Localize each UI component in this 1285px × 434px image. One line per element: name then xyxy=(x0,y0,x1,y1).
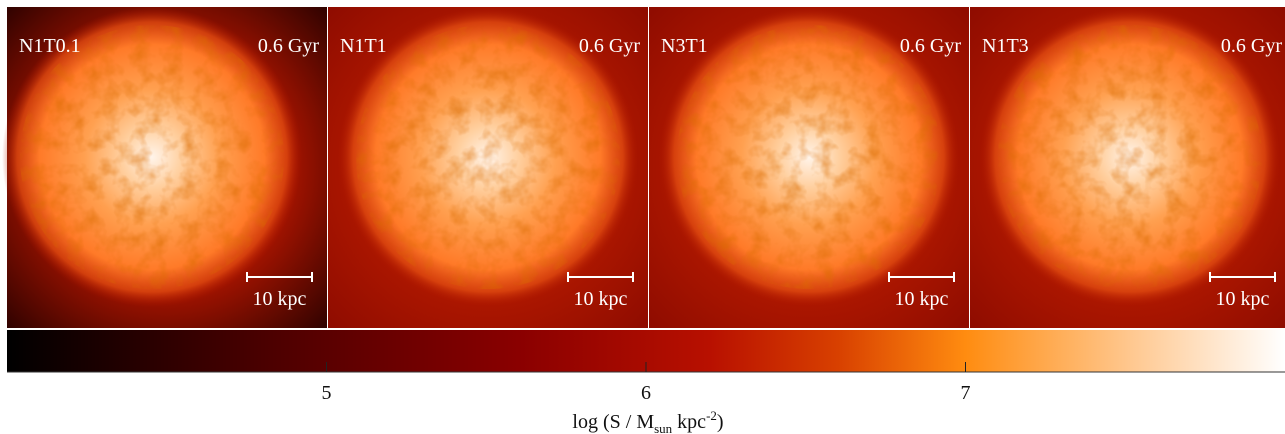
label-part: -2 xyxy=(706,408,717,423)
panel: N3T1 0.6 Gyr 10 kpc xyxy=(649,7,969,328)
figure: N1T0.10.6 Gyr10 kpcN1T10.6 Gyr10 kpcN3T1… xyxy=(0,0,1285,434)
label-part: sun xyxy=(654,421,673,434)
panel-label: N3T1 xyxy=(661,35,708,57)
panel-time: 0.6 Gyr xyxy=(900,35,961,57)
tick-label: 6 xyxy=(641,382,651,404)
panel: N1T0.1 0.6 Gyr 10 kpc xyxy=(2,7,327,328)
panel-label: N1T1 xyxy=(340,35,387,57)
label-part: log (S / M xyxy=(572,411,654,433)
panel: N1T3 0.6 Gyr 10 kpc xyxy=(970,7,1285,328)
label-part: kpc xyxy=(672,411,706,433)
tick-label: 5 xyxy=(322,382,332,404)
panel: N1T1 0.6 Gyr 10 kpc xyxy=(328,7,648,328)
scale-label: 10 kpc xyxy=(253,288,307,310)
scale-label: 10 kpc xyxy=(1216,288,1270,310)
label-part: ) xyxy=(717,411,724,433)
tick-label: 7 xyxy=(961,382,971,404)
panel-time: 0.6 Gyr xyxy=(258,35,319,57)
scale-label: 10 kpc xyxy=(895,288,949,310)
colorbar-label: log (S / Msun kpc-2) xyxy=(572,408,723,434)
panel-label: N1T3 xyxy=(982,35,1029,57)
panel-time: 0.6 Gyr xyxy=(1221,35,1282,57)
scale-label: 10 kpc xyxy=(574,288,628,310)
panel-label: N1T0.1 xyxy=(19,35,81,57)
panel-time: 0.6 Gyr xyxy=(579,35,640,57)
